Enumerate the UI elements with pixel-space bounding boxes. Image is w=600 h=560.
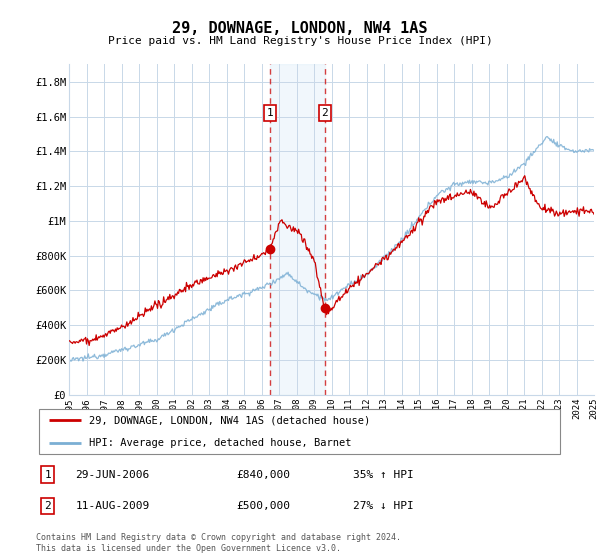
Text: 35% ↑ HPI: 35% ↑ HPI bbox=[353, 469, 413, 479]
Text: 2: 2 bbox=[321, 108, 328, 118]
Text: 11-AUG-2009: 11-AUG-2009 bbox=[76, 501, 150, 511]
Text: £500,000: £500,000 bbox=[236, 501, 290, 511]
Text: 27% ↓ HPI: 27% ↓ HPI bbox=[353, 501, 413, 511]
Bar bbox=[270, 64, 325, 395]
Text: £840,000: £840,000 bbox=[236, 469, 290, 479]
Text: 29, DOWNAGE, LONDON, NW4 1AS: 29, DOWNAGE, LONDON, NW4 1AS bbox=[172, 21, 428, 36]
Text: 1: 1 bbox=[44, 469, 51, 479]
Text: 2: 2 bbox=[44, 501, 51, 511]
FancyBboxPatch shape bbox=[38, 409, 560, 454]
Text: 29-JUN-2006: 29-JUN-2006 bbox=[76, 469, 150, 479]
Text: 1: 1 bbox=[266, 108, 274, 118]
Text: 29, DOWNAGE, LONDON, NW4 1AS (detached house): 29, DOWNAGE, LONDON, NW4 1AS (detached h… bbox=[89, 416, 370, 426]
Text: Contains HM Land Registry data © Crown copyright and database right 2024.
This d: Contains HM Land Registry data © Crown c… bbox=[36, 533, 401, 553]
Text: Price paid vs. HM Land Registry's House Price Index (HPI): Price paid vs. HM Land Registry's House … bbox=[107, 36, 493, 46]
Text: HPI: Average price, detached house, Barnet: HPI: Average price, detached house, Barn… bbox=[89, 438, 352, 448]
